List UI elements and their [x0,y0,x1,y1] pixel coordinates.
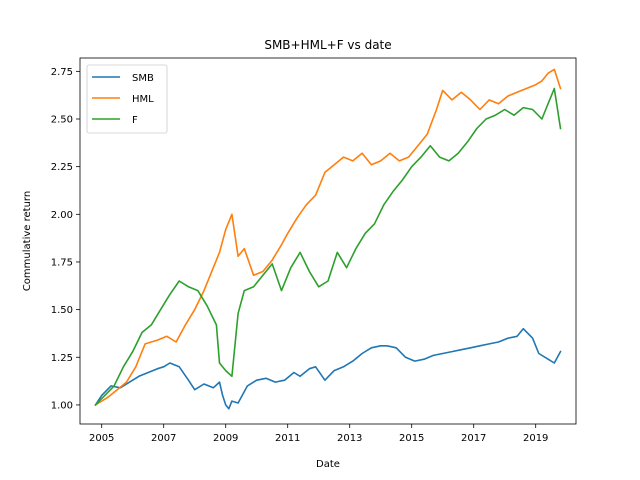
chart-title: SMB+HML+F vs date [264,38,391,52]
x-axis: 2005 2007 2009 2011 2013 2015 2017 2019 [89,424,548,444]
legend-box [86,64,168,134]
y-tick-label: 1.75 [51,257,73,268]
series-layer [94,68,562,410]
x-tick-label: 2017 [461,433,486,444]
y-axis-label: Commulative return [22,191,33,291]
legend-label-f: F [132,115,138,126]
series-line-hml [94,68,562,407]
plot-frame [79,57,577,425]
legend-label-hml: HML [132,94,154,105]
x-tick-label: 2015 [399,433,424,444]
y-axis: 1.00 1.25 1.50 1.75 2.00 2.25 2.50 2.75 [51,67,80,411]
x-tick-label: 2013 [337,433,362,444]
y-tick-label: 1.50 [51,305,73,316]
y-tick-label: 1.00 [51,400,73,411]
legend: SMB HML F [86,64,168,134]
x-tick-label: 2005 [89,433,114,444]
y-tick-label: 2.00 [51,210,73,221]
y-tick-label: 2.75 [51,67,73,78]
series-line-smb [94,327,562,410]
series-line-f [94,87,562,407]
x-tick-label: 2007 [151,433,176,444]
y-tick-label: 2.25 [51,162,73,173]
legend-label-smb: SMB [132,73,154,84]
x-tick-label: 2009 [213,433,238,444]
x-tick-label: 2011 [275,433,300,444]
x-tick-label: 2019 [523,433,548,444]
y-tick-label: 2.50 [51,115,73,126]
y-tick-label: 1.25 [51,353,73,364]
x-axis-label: Date [316,459,340,470]
